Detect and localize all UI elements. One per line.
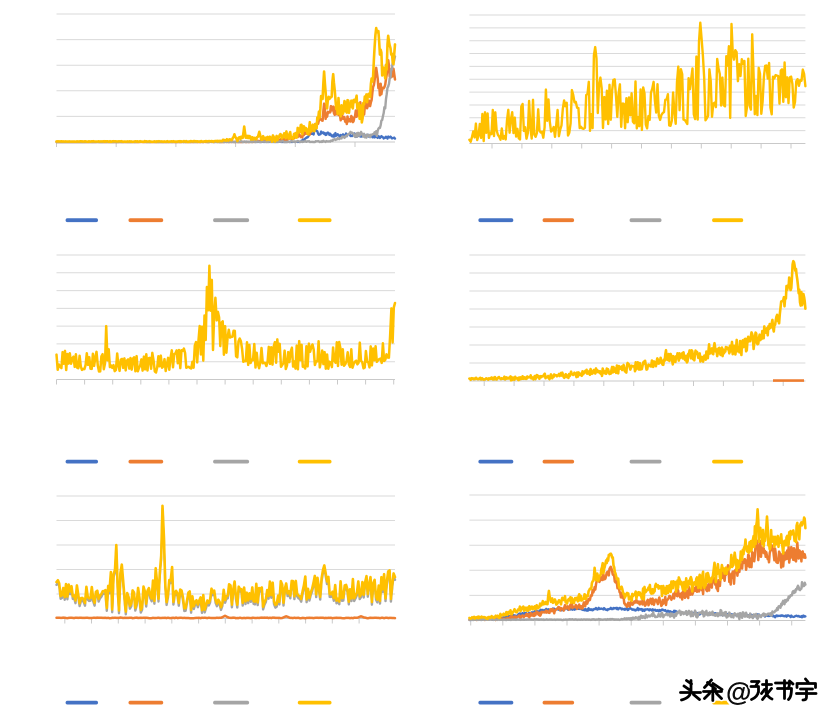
svg-text:@: @ — [726, 677, 751, 707]
svg-text:@: @ — [726, 677, 751, 707]
